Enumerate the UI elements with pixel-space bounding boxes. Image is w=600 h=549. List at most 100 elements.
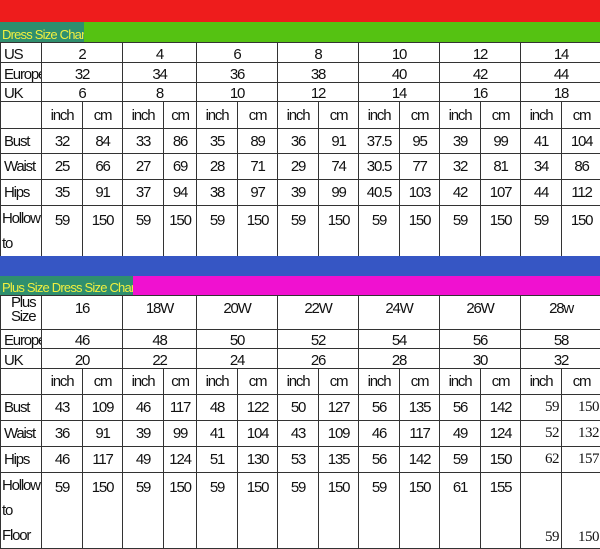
measurement-value: 59: [521, 473, 562, 549]
unit-header: inch: [359, 102, 400, 129]
unit-header: cm: [562, 102, 600, 129]
measurement-value: 135: [319, 447, 359, 473]
size-value: 6: [197, 43, 278, 63]
measurement-value: 155: [481, 473, 521, 549]
measurement-value: 71: [238, 154, 278, 180]
unit-header: inch: [521, 369, 562, 395]
size-value: 14: [521, 43, 600, 63]
size-value: 12: [278, 83, 359, 102]
measurement-value: 40.5: [359, 180, 400, 206]
size-value: 16: [42, 296, 123, 330]
size-value: 24W: [359, 296, 440, 330]
size-value: 14: [359, 83, 440, 102]
measurement-value: 37: [123, 180, 164, 206]
measurement-value: 142: [481, 395, 521, 421]
size-value: 10: [197, 83, 278, 102]
measurement-value: 52: [521, 421, 562, 447]
measurement-value: 77: [400, 154, 440, 180]
measurement-value: 59: [197, 473, 238, 549]
dress-chart-title: Dress Size Chart: [0, 22, 84, 42]
measurement-value: 122: [238, 395, 278, 421]
size-value: 24: [197, 349, 278, 369]
measurement-value: 130: [238, 447, 278, 473]
measurement-value: 56: [359, 447, 400, 473]
measurement-value: 150: [481, 447, 521, 473]
measurement-value: 32: [440, 154, 481, 180]
measurement-value: 42: [440, 180, 481, 206]
dress-chart-title-bar: Dress Size Chart: [0, 22, 600, 42]
size-value: 40: [359, 63, 440, 83]
unit-header: cm: [164, 369, 197, 395]
measurement-value: 39: [123, 421, 164, 447]
measurement-value: 127: [319, 395, 359, 421]
size-value: 12: [440, 43, 521, 63]
size-value: 48: [123, 330, 197, 349]
size-value: 54: [359, 330, 440, 349]
measurement-value: 36: [278, 129, 319, 154]
measurement-value: 86: [562, 154, 600, 180]
measurement-value: 36: [42, 421, 83, 447]
measurement-value: 103: [400, 180, 440, 206]
measurement-value: 59: [278, 473, 319, 549]
units-label-empty: [1, 369, 42, 395]
measurement-value: 34: [521, 154, 562, 180]
measurement-value: 81: [481, 154, 521, 180]
size-value: 20W: [197, 296, 278, 330]
measurement-value: 95: [400, 129, 440, 154]
measurement-value: 43: [278, 421, 319, 447]
unit-header: inch: [123, 369, 164, 395]
measurement-value: 41: [521, 129, 562, 154]
measurement-value: 50: [278, 395, 319, 421]
size-value: 32: [42, 63, 123, 83]
measurement-value: 109: [319, 421, 359, 447]
measurement-value: 104: [562, 129, 600, 154]
size-value: 18W: [123, 296, 197, 330]
measurement-value: 27: [123, 154, 164, 180]
measurement-value: 28: [197, 154, 238, 180]
size-value: 22W: [278, 296, 359, 330]
measurement-value: 37.5: [359, 129, 400, 154]
measurement-value: 56: [440, 395, 481, 421]
measurement-value: 74: [319, 154, 359, 180]
size-value: 20: [42, 349, 123, 369]
measurement-value: 53: [278, 447, 319, 473]
measurement-value: 25: [42, 154, 83, 180]
plus-chart-title: Plus Size Dress Size Chart: [0, 276, 133, 295]
size-value: 42: [440, 63, 521, 83]
unit-header: cm: [83, 102, 123, 129]
unit-header: cm: [481, 369, 521, 395]
measurement-value: 99: [481, 129, 521, 154]
plus-chart-title-bar: Plus Size Dress Size Chart: [0, 276, 600, 295]
measurement-value: 91: [83, 180, 123, 206]
measurement-value: 117: [400, 421, 440, 447]
measurement-value: 61: [440, 473, 481, 549]
measurement-value: 150: [562, 473, 600, 549]
row-label: Waist: [1, 421, 42, 447]
measurement-value: 49: [123, 447, 164, 473]
measurement-value: 69: [164, 154, 197, 180]
row-label: US: [1, 43, 42, 63]
row-label: Bust: [1, 129, 42, 154]
unit-header: inch: [440, 102, 481, 129]
unit-header: inch: [123, 102, 164, 129]
measurement-value: 62: [521, 447, 562, 473]
measurement-value: 150: [164, 473, 197, 549]
measurement-value: 94: [164, 180, 197, 206]
row-label: Hollow to Floor: [1, 473, 42, 549]
measurement-value: 46: [359, 421, 400, 447]
measurement-value: 59: [521, 395, 562, 421]
size-value: 22: [123, 349, 197, 369]
row-label: UK: [1, 83, 42, 102]
units-label-empty: [1, 102, 42, 129]
size-value: 18: [521, 83, 600, 102]
measurement-value: 124: [164, 447, 197, 473]
measurement-value: 59: [359, 473, 400, 549]
measurement-value: 99: [164, 421, 197, 447]
size-value: 34: [123, 63, 197, 83]
unit-header: inch: [278, 369, 319, 395]
